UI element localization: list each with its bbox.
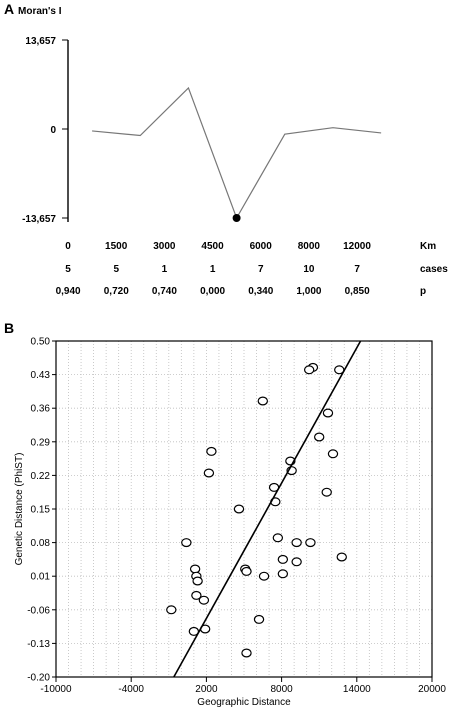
panel-a-xtick-label: 12000 xyxy=(343,241,371,252)
panel-b-data-point xyxy=(206,446,217,456)
panel-a-cases-value: 1 xyxy=(210,264,216,275)
panel-b-xtick-label: 14000 xyxy=(343,684,371,695)
panel-a-row-label: p xyxy=(420,286,426,297)
panel-a-ytick-label: -13,657 xyxy=(22,214,56,225)
panel-b-xtick-label: 8000 xyxy=(270,684,293,695)
panel-b-data-point xyxy=(253,614,265,624)
panel-b-data-point xyxy=(336,552,347,562)
panel-b-data-point xyxy=(198,595,210,605)
panel-b-data-point xyxy=(303,365,315,375)
panel-a-p-value: 0,720 xyxy=(104,286,129,297)
panel-a-label: A xyxy=(4,1,14,17)
panel-b-data-point xyxy=(233,504,245,514)
panel-b-data-point xyxy=(166,605,177,615)
panel-a: A Moran's I 13,657 0 -13,657 0 1500 3000 4500… xyxy=(4,1,448,297)
panel-b-data-point xyxy=(191,590,202,600)
panel-a-cases-value: 7 xyxy=(354,264,360,275)
panel-a-ylabel: Moran's I xyxy=(18,6,62,17)
panel-b-points xyxy=(166,362,347,658)
panel-b-label: B xyxy=(4,320,14,336)
panel-b-ytick-label: -0.13 xyxy=(27,639,50,650)
panel-b-ytick-label: 0.01 xyxy=(31,572,51,583)
panel-b-data-point xyxy=(192,576,203,586)
panel-b-data-point xyxy=(291,557,302,567)
panel-b-xtick-label: 20000 xyxy=(418,684,446,695)
panel-a-series-line xyxy=(92,86,382,220)
panel-a-xtick-label: 3000 xyxy=(153,241,176,252)
panel-a-significant-point xyxy=(232,214,241,222)
panel-a-xtick-label: 8000 xyxy=(298,241,321,252)
panel-b-xtick-label: 2000 xyxy=(195,684,218,695)
panel-a-cases-value: 5 xyxy=(113,264,119,275)
panel-b-data-point xyxy=(322,408,334,418)
panel-b-data-point xyxy=(181,538,192,548)
panel-a-cases-value: 10 xyxy=(303,264,315,275)
panel-b-xtick-label: -4000 xyxy=(118,684,144,695)
panel-b-yticks: 0.50 0.43 0.36 0.29 0.22 0.15 0.08 0.01 -0.06 -0.… xyxy=(27,337,56,684)
panel-a-p-value: 0,000 xyxy=(200,286,225,297)
panel-a-xtick-label: 1500 xyxy=(105,241,128,252)
panel-b-data-point xyxy=(305,538,316,548)
panel-a-p-value: 0,850 xyxy=(345,286,370,297)
panel-b-regression-line xyxy=(173,340,362,678)
panel-b-data-point xyxy=(258,571,270,581)
panel-a-series xyxy=(92,86,382,222)
panel-a-cases-value: 1 xyxy=(162,264,168,275)
panel-b-ytick-label: 0.50 xyxy=(31,337,51,348)
panel-b-ytick-label: -0.06 xyxy=(27,605,50,616)
panel-b-ytick-label: 0.29 xyxy=(31,437,51,448)
panel-b-ytick-label: 0.43 xyxy=(31,370,51,381)
panel-b-data-point xyxy=(241,566,252,576)
panel-b-data-point xyxy=(321,487,332,497)
panel-a-rows: 5 5 1 1 7 10 7 cases 0,940 0,720 0,740 0,000 0,340 1,… xyxy=(56,264,449,297)
panel-a-p-value: 0,940 xyxy=(56,286,81,297)
panel-b-ytick-label: 0.15 xyxy=(31,505,51,516)
panel-a-ytick-label: 13,657 xyxy=(25,36,56,47)
panel-b-data-point xyxy=(277,569,289,579)
panel-a-p-value: 0,340 xyxy=(248,286,273,297)
panel-b-data-point xyxy=(314,432,325,442)
panel-b-data-point xyxy=(257,396,268,406)
panel-b: B 0.50 0.43 0.36 0.29 0.22 0.15 0.08 0.01 -0.06 -… xyxy=(4,320,446,708)
panel-b-xticks: -10000 -4000 2000 8000 14000 20000 xyxy=(40,677,446,695)
panel-a-xtick-label: 4500 xyxy=(201,241,224,252)
panel-b-data-point xyxy=(203,468,215,478)
panel-a-xtick-label: 0 xyxy=(65,241,71,252)
panel-a-x-unit: Km xyxy=(420,241,436,252)
panel-b-data-point xyxy=(272,533,284,543)
panel-b-xlabel: Geographic Distance xyxy=(197,697,291,708)
panel-a-cases-value: 5 xyxy=(65,264,71,275)
panel-b-xtick-label: -10000 xyxy=(40,684,72,695)
panel-b-data-point xyxy=(277,554,289,564)
panel-a-xticks: 0 1500 3000 4500 6000 8000 12000 xyxy=(65,241,371,252)
panel-b-ytick-label: 0.36 xyxy=(31,404,51,415)
panel-b-data-point xyxy=(189,564,201,574)
panel-a-cases-value: 7 xyxy=(258,264,264,275)
panel-b-data-point xyxy=(327,449,339,459)
panel-b-ylabel: Genetic Distance (PhiST) xyxy=(14,453,25,566)
panel-a-row-label: cases xyxy=(420,264,448,275)
panel-b-ytick-label: 0.08 xyxy=(31,538,51,549)
panel-a-p-value: 0,740 xyxy=(152,286,177,297)
panel-a-ytick-label: 0 xyxy=(50,125,56,136)
panel-b-data-point xyxy=(291,538,302,548)
panel-a-yticks: 13,657 0 -13,657 xyxy=(22,36,68,225)
panel-b-ytick-label: 0.22 xyxy=(31,471,51,482)
panel-a-xtick-label: 6000 xyxy=(250,241,273,252)
panel-a-p-value: 1,000 xyxy=(296,286,321,297)
panel-b-data-point xyxy=(241,648,252,658)
panel-b-ytick-label: -0.20 xyxy=(27,673,50,684)
